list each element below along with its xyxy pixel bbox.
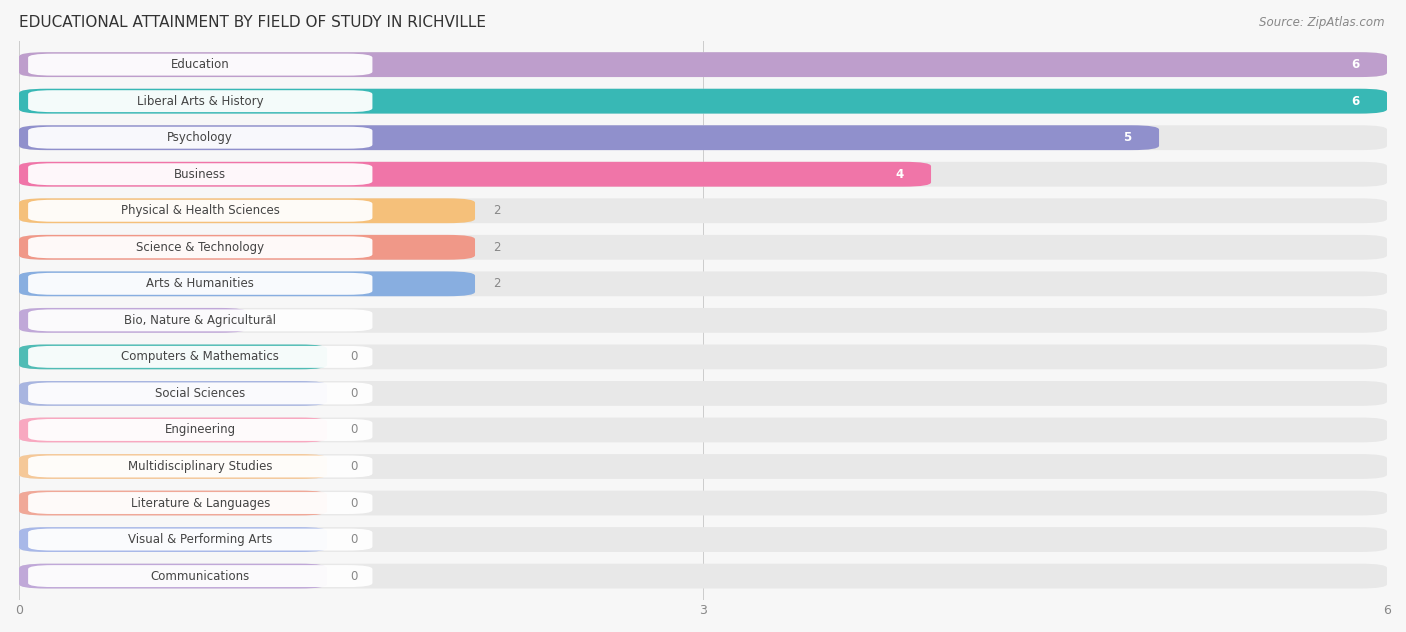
FancyBboxPatch shape: [20, 418, 328, 442]
FancyBboxPatch shape: [20, 125, 1159, 150]
FancyBboxPatch shape: [20, 381, 328, 406]
FancyBboxPatch shape: [20, 454, 1388, 479]
Text: 0: 0: [350, 569, 357, 583]
FancyBboxPatch shape: [28, 54, 373, 76]
Text: 0: 0: [350, 460, 357, 473]
FancyBboxPatch shape: [20, 52, 1388, 77]
FancyBboxPatch shape: [28, 492, 373, 514]
FancyBboxPatch shape: [20, 125, 1388, 150]
Text: 0: 0: [350, 350, 357, 363]
FancyBboxPatch shape: [20, 235, 1388, 260]
Text: Communications: Communications: [150, 569, 250, 583]
FancyBboxPatch shape: [28, 310, 373, 331]
Text: Multidisciplinary Studies: Multidisciplinary Studies: [128, 460, 273, 473]
FancyBboxPatch shape: [28, 346, 373, 368]
Text: Computers & Mathematics: Computers & Mathematics: [121, 350, 280, 363]
Text: 0: 0: [350, 533, 357, 546]
FancyBboxPatch shape: [28, 419, 373, 441]
FancyBboxPatch shape: [20, 381, 1388, 406]
Text: Source: ZipAtlas.com: Source: ZipAtlas.com: [1260, 16, 1385, 29]
Text: Liberal Arts & History: Liberal Arts & History: [136, 95, 263, 107]
FancyBboxPatch shape: [20, 454, 328, 479]
FancyBboxPatch shape: [20, 564, 328, 588]
Text: Psychology: Psychology: [167, 131, 233, 144]
Text: 0: 0: [350, 387, 357, 400]
FancyBboxPatch shape: [20, 527, 328, 552]
Text: Education: Education: [172, 58, 229, 71]
FancyBboxPatch shape: [28, 528, 373, 550]
FancyBboxPatch shape: [20, 198, 475, 223]
FancyBboxPatch shape: [20, 308, 247, 333]
FancyBboxPatch shape: [28, 456, 373, 477]
FancyBboxPatch shape: [20, 162, 931, 186]
Text: 5: 5: [1123, 131, 1132, 144]
FancyBboxPatch shape: [20, 527, 1388, 552]
FancyBboxPatch shape: [28, 90, 373, 112]
Text: Literature & Languages: Literature & Languages: [131, 497, 270, 509]
Text: 4: 4: [896, 167, 904, 181]
FancyBboxPatch shape: [20, 198, 1388, 223]
Text: 2: 2: [494, 204, 501, 217]
Text: EDUCATIONAL ATTAINMENT BY FIELD OF STUDY IN RICHVILLE: EDUCATIONAL ATTAINMENT BY FIELD OF STUDY…: [20, 15, 486, 30]
FancyBboxPatch shape: [20, 162, 1388, 186]
Text: Arts & Humanities: Arts & Humanities: [146, 277, 254, 290]
Text: Social Sciences: Social Sciences: [155, 387, 246, 400]
FancyBboxPatch shape: [28, 382, 373, 404]
Text: 6: 6: [1351, 95, 1360, 107]
Text: 0: 0: [350, 497, 357, 509]
FancyBboxPatch shape: [28, 127, 373, 149]
FancyBboxPatch shape: [20, 344, 328, 369]
FancyBboxPatch shape: [20, 235, 475, 260]
FancyBboxPatch shape: [20, 88, 1388, 114]
FancyBboxPatch shape: [20, 564, 1388, 588]
FancyBboxPatch shape: [20, 344, 1388, 369]
Text: Bio, Nature & Agricultural: Bio, Nature & Agricultural: [124, 314, 276, 327]
FancyBboxPatch shape: [20, 308, 1388, 333]
Text: Engineering: Engineering: [165, 423, 236, 437]
Text: 2: 2: [494, 241, 501, 254]
Text: Business: Business: [174, 167, 226, 181]
Text: 6: 6: [1351, 58, 1360, 71]
FancyBboxPatch shape: [20, 490, 1388, 516]
FancyBboxPatch shape: [28, 200, 373, 222]
Text: Science & Technology: Science & Technology: [136, 241, 264, 254]
Text: 1: 1: [266, 314, 273, 327]
Text: 0: 0: [350, 423, 357, 437]
Text: 2: 2: [494, 277, 501, 290]
FancyBboxPatch shape: [20, 490, 328, 516]
FancyBboxPatch shape: [28, 565, 373, 587]
FancyBboxPatch shape: [20, 271, 475, 296]
Text: Visual & Performing Arts: Visual & Performing Arts: [128, 533, 273, 546]
FancyBboxPatch shape: [20, 88, 1388, 114]
FancyBboxPatch shape: [28, 236, 373, 258]
Text: Physical & Health Sciences: Physical & Health Sciences: [121, 204, 280, 217]
FancyBboxPatch shape: [20, 418, 1388, 442]
FancyBboxPatch shape: [28, 273, 373, 295]
FancyBboxPatch shape: [20, 271, 1388, 296]
FancyBboxPatch shape: [20, 52, 1388, 77]
FancyBboxPatch shape: [28, 163, 373, 185]
